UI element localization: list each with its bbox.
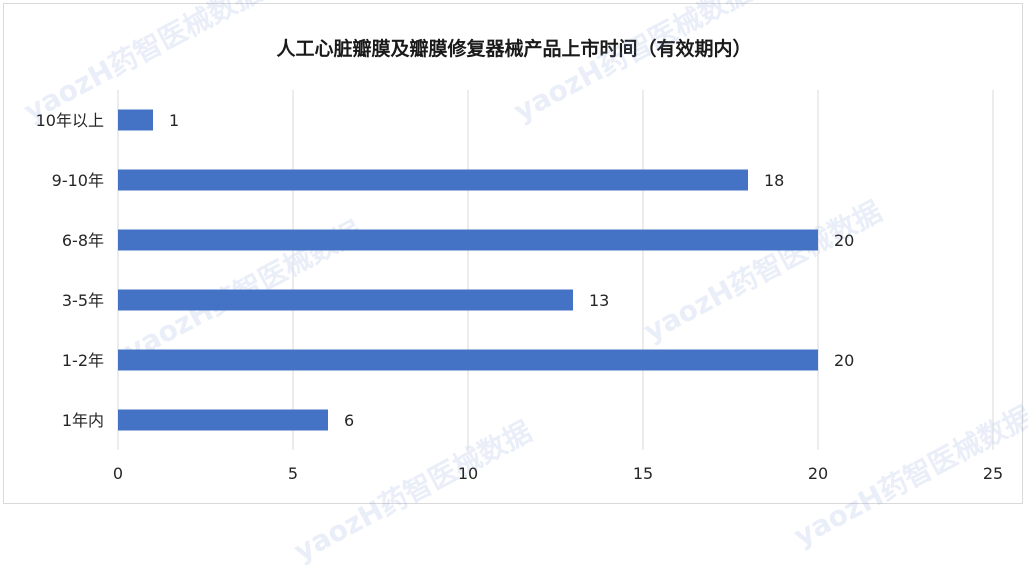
data-label: 13 [589, 291, 609, 310]
bar [118, 229, 818, 251]
bar [118, 109, 153, 131]
data-label: 6 [344, 411, 354, 430]
category-label: 9-10年 [52, 171, 104, 190]
x-tick-label: 25 [983, 464, 1003, 483]
bar [118, 289, 573, 311]
data-label: 20 [834, 351, 854, 370]
bar [118, 169, 748, 191]
chart-title: 人工心脏瓣膜及瓣膜修复器械产品上市时间（有效期内） [276, 38, 752, 60]
x-tick-label: 5 [288, 464, 298, 483]
bar-chart: 0 5 10 15 20 25 10年以上 1 9-10年 18 6-8年 20 3-5年 13 1-2年 2… [36, 90, 1003, 483]
x-tick-label: 0 [113, 464, 123, 483]
x-tick-label: 10 [458, 464, 478, 483]
category-label: 3-5年 [62, 291, 104, 310]
data-label: 1 [169, 111, 179, 130]
x-tick-label: 20 [808, 464, 828, 483]
data-label: 20 [834, 231, 854, 250]
category-label: 10年以上 [36, 111, 104, 130]
category-label: 6-8年 [62, 231, 104, 250]
bar [118, 409, 328, 431]
x-tick-label: 15 [633, 464, 653, 483]
bar [118, 349, 818, 371]
data-label: 18 [764, 171, 784, 190]
category-label: 1年内 [62, 411, 104, 430]
category-label: 1-2年 [62, 351, 104, 370]
